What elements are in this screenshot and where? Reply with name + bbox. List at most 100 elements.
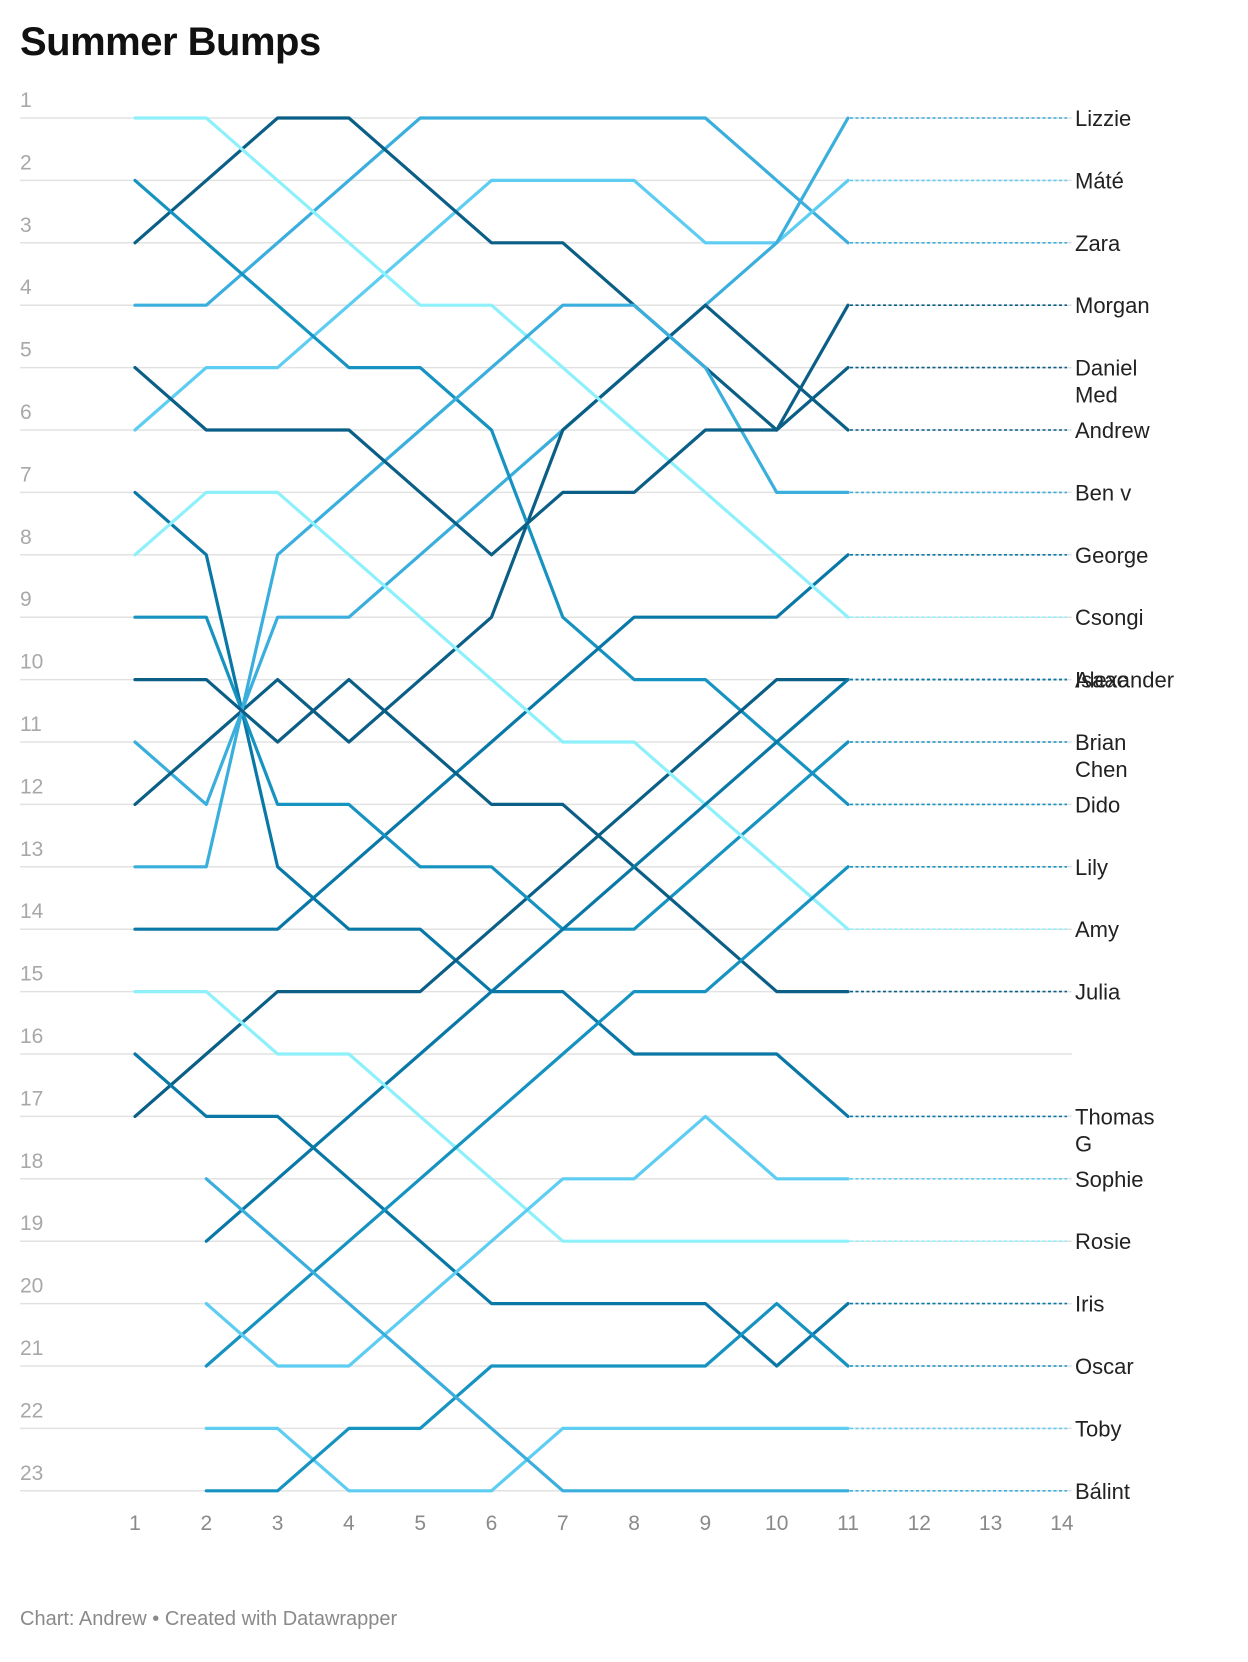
series-label-line: Med: [1075, 383, 1118, 408]
series-label: Thomas G: [1075, 1104, 1154, 1156]
series-label-line: Thomas: [1075, 1104, 1154, 1129]
y-tick-label: 1: [20, 89, 32, 112]
series-line: [204, 1177, 850, 1493]
series-label-line: George: [1075, 543, 1148, 568]
series-label: Andrew: [1075, 418, 1150, 443]
series-line: [133, 366, 850, 557]
y-tick-label: 13: [20, 838, 43, 861]
x-tick-label: 10: [765, 1512, 788, 1535]
series-label: Csongi: [1075, 605, 1143, 630]
series-label-line: Bálint: [1075, 1479, 1130, 1504]
y-tick-label: 6: [20, 401, 32, 424]
series-line: [133, 116, 850, 432]
series-label: Sophie: [1075, 1167, 1144, 1192]
y-tick-label: 12: [20, 775, 43, 798]
series-label-line: Máté: [1075, 168, 1124, 193]
series-label-line: Lily: [1075, 855, 1108, 880]
y-tick-label: 8: [20, 526, 32, 549]
series-line: [204, 1301, 850, 1493]
series-label-line: Isaac: [1075, 668, 1128, 693]
series-label: Lily: [1075, 855, 1108, 880]
y-tick-label: 5: [20, 339, 32, 362]
series-line: [133, 116, 850, 619]
series-label: Isaac: [1075, 668, 1128, 693]
series-line: [133, 615, 850, 931]
y-tick-label: 20: [20, 1275, 43, 1298]
series-label: Morgan: [1075, 293, 1150, 318]
series-label-line: Csongi: [1075, 605, 1143, 630]
y-tick-label: 15: [20, 963, 43, 986]
footer-author: Andrew: [78, 1608, 147, 1630]
series-labels: Zara Máté Lizzie Andrew Thomas G Morgan Dido Geo…: [1075, 106, 1174, 1504]
series-label-line: G: [1075, 1131, 1092, 1156]
x-tick-label: 1: [129, 1512, 141, 1535]
series-label-line: Daniel: [1075, 356, 1137, 381]
series-line: [133, 553, 850, 931]
series-label-line: Morgan: [1075, 293, 1150, 318]
x-tick-label: 2: [200, 1512, 212, 1535]
series-label-line: Dido: [1075, 792, 1120, 817]
series-line: [204, 1114, 850, 1368]
series-label-line: Lizzie: [1075, 106, 1131, 131]
y-tick-label: 14: [20, 900, 44, 923]
series-label-line: Brian: [1075, 730, 1126, 755]
footer-separator: •: [152, 1608, 160, 1630]
series-line: [133, 178, 850, 432]
series-label-line: Sophie: [1075, 1167, 1144, 1192]
series-line: [133, 303, 850, 807]
footer-credit: Created with Datawrapper: [164, 1608, 398, 1630]
series-label: Alexander: [1075, 668, 1174, 693]
series-label-line: Amy: [1075, 917, 1119, 942]
x-tick-label: 14: [1050, 1512, 1074, 1535]
series-label-line: Toby: [1075, 1416, 1121, 1441]
y-tick-label: 11: [20, 713, 42, 736]
chart-footer: Chart: Andrew • Created with Datawrapper: [20, 1608, 397, 1631]
y-tick-label: 2: [20, 151, 32, 174]
series-label-line: Oscar: [1075, 1354, 1134, 1379]
x-tick-label: 13: [979, 1512, 1002, 1535]
series-label: Dido: [1075, 792, 1120, 817]
y-tick-label: 3: [20, 214, 32, 237]
series-label-line: Alexander: [1075, 668, 1174, 693]
chart-title: Summer Bumps: [20, 20, 321, 64]
x-tick-label: 3: [272, 1512, 284, 1535]
series-line: [133, 116, 850, 307]
y-tick-label: 7: [20, 463, 32, 486]
x-tick-label: 11: [837, 1512, 859, 1535]
x-tick-label: 12: [908, 1512, 931, 1535]
x-tick-label: 9: [700, 1512, 712, 1535]
x-axis-ticks: 1 2 3 4 5 6 7 8 9 10 11 12 13 14: [129, 1512, 1074, 1535]
y-tick-label: 18: [20, 1150, 43, 1173]
x-tick-label: 6: [486, 1512, 498, 1535]
series-label: Zara: [1075, 231, 1121, 256]
series-label: Toby: [1075, 1416, 1121, 1441]
y-tick-label: 4: [20, 276, 32, 299]
x-tick-label: 7: [557, 1512, 569, 1535]
y-tick-label: 19: [20, 1212, 43, 1235]
series-line: [133, 1052, 850, 1368]
series-label: Daniel Med: [1075, 356, 1137, 408]
footer-prefix: Chart:: [20, 1608, 75, 1630]
series-label: Oscar: [1075, 1354, 1134, 1379]
y-tick-label: 21: [20, 1337, 43, 1360]
series-label-line: Ben v: [1075, 480, 1131, 505]
series-label-line: Zara: [1075, 231, 1121, 256]
series-line: [133, 303, 850, 869]
x-tick-label: 4: [343, 1512, 355, 1535]
series-label-line: Andrew: [1075, 418, 1150, 443]
series-label: Brian Chen: [1075, 730, 1128, 782]
series-lines: [133, 116, 850, 1493]
series-label-line: Rosie: [1075, 1229, 1131, 1254]
y-tick-label: 22: [20, 1399, 43, 1422]
series-label: Iris: [1075, 1292, 1104, 1317]
series-label-line: Chen: [1075, 757, 1128, 782]
series-label: Máté: [1075, 168, 1124, 193]
series-line: [133, 178, 850, 807]
y-tick-label: 23: [20, 1462, 43, 1485]
series-label: Lizzie: [1075, 106, 1131, 131]
series-label: Amy: [1075, 917, 1119, 942]
series-label: Ben v: [1075, 480, 1131, 505]
series-label-line: Iris: [1075, 1292, 1104, 1317]
